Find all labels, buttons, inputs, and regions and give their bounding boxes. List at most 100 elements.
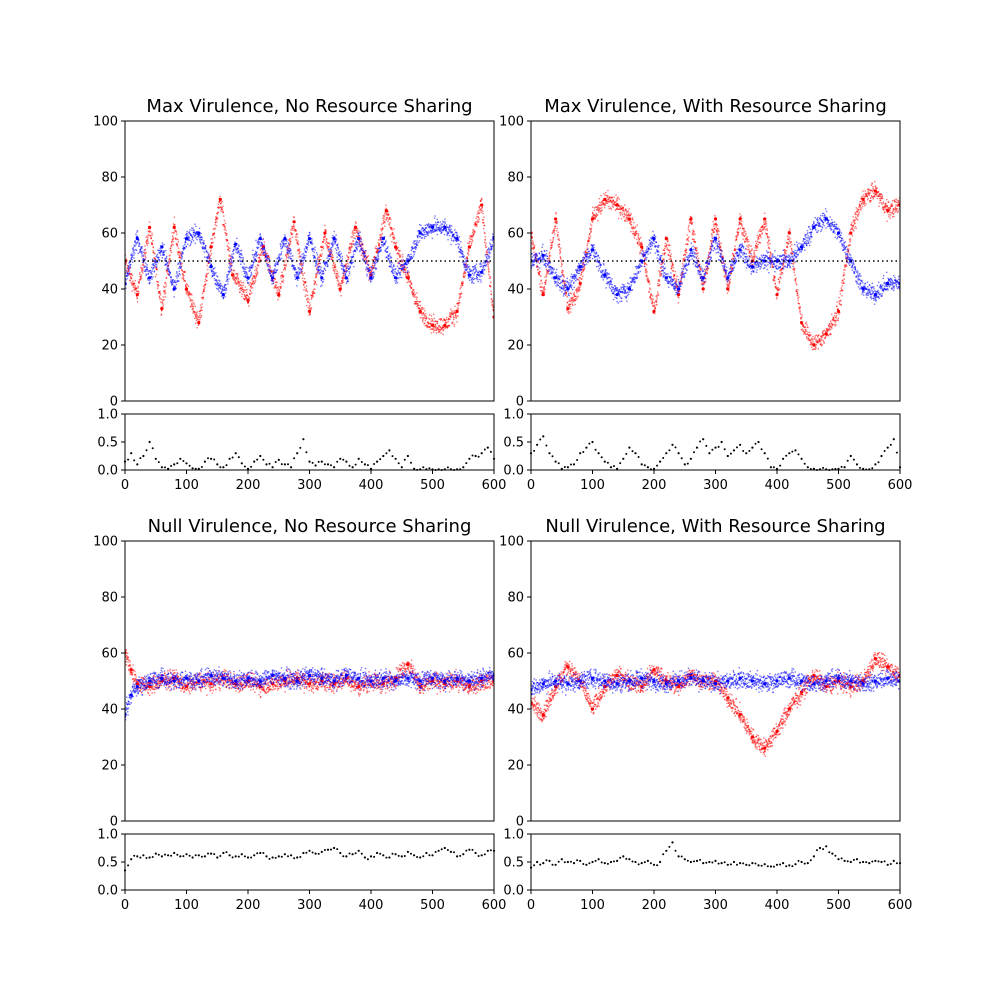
series-blue-point-16	[320, 276, 324, 280]
sub-plot-frame	[124, 833, 495, 891]
sub-point-6	[160, 466, 163, 469]
sub-point-5	[560, 858, 563, 861]
series-blue-point-17	[332, 237, 336, 241]
x-tick-label: 200	[236, 478, 261, 493]
sub-point-22	[259, 454, 262, 458]
series-blue-point-4	[172, 287, 176, 291]
sub-point-53	[855, 858, 859, 861]
sub-point-41	[376, 851, 379, 855]
sub-point-12	[197, 854, 200, 857]
sub-point-29	[708, 452, 711, 455]
sub-point-23	[265, 463, 268, 466]
sub-point-17	[634, 860, 637, 864]
sub-point-23	[671, 443, 674, 446]
series-red-point-23	[812, 673, 816, 678]
series-red-point-29	[886, 665, 890, 669]
series-red-point-1	[135, 293, 139, 297]
sub-point-36	[345, 460, 348, 463]
series-blue-point-26	[430, 676, 435, 680]
sub-point-13	[609, 466, 613, 469]
sub-point-44	[394, 853, 397, 856]
point-cloud	[125, 649, 494, 721]
sub-point-47	[818, 846, 822, 850]
series-red	[531, 652, 900, 757]
sub-point-6	[566, 860, 570, 864]
series-blue-point-5	[184, 237, 189, 241]
series-blue-point-27	[861, 682, 865, 686]
series-blue-point-6	[184, 676, 189, 680]
sub-point-57	[474, 851, 477, 855]
sub-point-46	[406, 850, 409, 854]
sub-point-14	[210, 852, 213, 855]
sub-point-52	[849, 454, 852, 458]
sub-point-28	[296, 452, 299, 455]
sub-point-37	[351, 853, 354, 856]
sub-point-5	[154, 852, 157, 855]
sub-point-8	[173, 463, 176, 466]
sub-point-53	[449, 850, 452, 854]
series-blue-point-21	[369, 679, 373, 683]
series-blue-point-6	[197, 231, 201, 235]
sub-point-20	[652, 467, 656, 470]
series-red-point-24	[406, 662, 410, 666]
sub-point-14	[616, 859, 619, 863]
series-red-point-20	[775, 729, 779, 734]
main-plot-frame	[530, 120, 901, 402]
sub-point-15	[216, 463, 219, 466]
sub-point-13	[609, 860, 613, 864]
sub-point-26	[689, 457, 693, 460]
series-blue-point-20	[369, 276, 373, 280]
sub-point-23	[671, 841, 674, 844]
point-cloud	[531, 652, 900, 757]
x-tick-label: 100	[174, 898, 199, 913]
series-red-point-24	[443, 323, 447, 327]
x-tick-label: 400	[359, 898, 384, 913]
sub-point-43	[388, 856, 391, 859]
series-red-point-9	[231, 273, 235, 277]
series-blue-point-16	[307, 673, 312, 678]
x-tick-label: 200	[642, 898, 667, 913]
sub-point-38	[357, 849, 360, 852]
series-red	[125, 195, 494, 336]
sub-point-57	[474, 454, 477, 458]
sub-point-4	[554, 863, 557, 866]
sub-point-10	[591, 440, 594, 444]
sub-point-40	[369, 467, 373, 470]
series-blue-point-24	[824, 217, 828, 221]
sub-point-27	[290, 854, 293, 857]
point-cloud	[125, 195, 494, 336]
series-red-point-27	[861, 197, 865, 201]
series-red-point-20	[357, 685, 361, 689]
main-y-tick-label: 60	[507, 647, 524, 662]
series-blue-point-22	[381, 676, 385, 680]
series-red-point-8	[209, 682, 213, 686]
sub-point-35	[339, 457, 342, 460]
series-blue-point-13	[271, 673, 275, 678]
main-plot-frame	[124, 540, 495, 822]
series-blue-point-5	[590, 248, 595, 252]
sub-point-25	[683, 858, 686, 861]
sub-point-3	[142, 454, 145, 458]
series-blue-point-18	[332, 679, 336, 683]
sub-point-25	[277, 458, 280, 461]
sub-plot	[123, 438, 496, 471]
series-red-point-21	[406, 276, 410, 280]
series-blue-point-20	[775, 259, 779, 263]
sub-point-4	[148, 856, 151, 859]
main-y-tick-label: 20	[507, 759, 524, 774]
sub-point-33	[326, 848, 330, 851]
series-blue-point-5	[172, 679, 176, 683]
sub-point-7	[167, 467, 170, 470]
sub-point-1	[130, 858, 133, 861]
sub-point-10	[185, 462, 188, 465]
sub-point-1	[130, 452, 133, 455]
series-red-point-20	[775, 293, 779, 297]
sub-y-tick-label: 0.0	[97, 884, 118, 899]
sub-point-41	[782, 457, 785, 460]
sub-point-21	[659, 460, 662, 463]
sub-point-8	[173, 851, 176, 855]
series-blue-point-14	[283, 676, 287, 680]
sub-point-59	[892, 438, 895, 441]
series-blue-point-24	[418, 231, 422, 235]
sub-point-31	[314, 852, 317, 855]
